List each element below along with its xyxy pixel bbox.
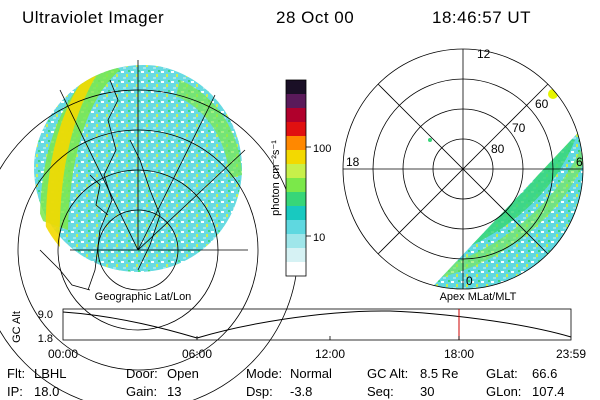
colorbar-segment (286, 94, 306, 109)
instrument-title: Ultraviolet Imager (22, 8, 165, 27)
mlt-label-12: 12 (477, 47, 491, 61)
colorbar-segment (286, 262, 306, 277)
lat-label-80: 80 (491, 142, 505, 156)
ip-value: 18.0 (34, 384, 60, 399)
colorbar (286, 80, 306, 277)
colorbar-segment (286, 150, 306, 165)
glat-key: GLat: (486, 366, 518, 381)
flt-value: LBHL (34, 366, 67, 381)
colorbar-segment (286, 108, 306, 123)
lat-label-60: 60 (535, 97, 549, 111)
mode-value: Normal (290, 366, 332, 381)
glon-value: 107.4 (532, 384, 565, 399)
colorbar-frame (285, 79, 307, 277)
altitude-xtick-2: 12:00 (315, 347, 345, 361)
right-map-caption: Apex MLat/MLT (440, 291, 517, 303)
ip-key: IP: (7, 384, 23, 399)
colorbar-segment (286, 178, 306, 193)
colorbar-tick-100: 100 (313, 143, 331, 155)
glon-key: GLon: (486, 384, 522, 399)
glat-value: 66.6 (532, 366, 558, 381)
magnetic-image (342, 48, 584, 290)
altitude-ylabel: GC Alt (11, 311, 23, 343)
gc-alt-key: GC Alt: (367, 366, 409, 381)
gc-alt-value: 8.5 Re (420, 366, 459, 381)
gain-value: 13 (167, 384, 182, 399)
mlt-label-6: 6 (576, 155, 583, 169)
left-map-caption: Geographic Lat/Lon (95, 291, 192, 303)
altitude-xtick-0: 00:00 (48, 347, 78, 361)
mode-key: Mode: (246, 366, 283, 381)
altitude-ytick-min: 1.8 (38, 333, 53, 345)
dsp-value: -3.8 (290, 384, 313, 399)
colorbar-segment (286, 80, 306, 95)
altitude-xtick-1: 06:00 (182, 347, 212, 361)
colorbar-segment (286, 192, 306, 207)
lat-label-70: 70 (512, 121, 526, 135)
dsp-key: Dsp: (246, 384, 273, 399)
colorbar-tick-10: 10 (313, 232, 325, 244)
time-label: 18:46:57 UT (432, 8, 532, 27)
door-key: Door: (126, 366, 158, 381)
colorbar-segment (286, 206, 306, 221)
altitude-ytick-max: 9.0 (38, 309, 53, 321)
colorbar-segment (286, 248, 306, 263)
altitude-xtick-3: 18:00 (444, 347, 474, 361)
door-value: Open (167, 366, 199, 381)
mlt-label-0: 0 (466, 274, 473, 288)
flt-key: Flt: (7, 366, 26, 381)
colorbar-unit-label: photon cm⁻²s⁻¹ (270, 140, 282, 216)
colorbar-segment (286, 234, 306, 249)
altitude-curve (62, 310, 572, 339)
seq-key: Seq: (367, 384, 394, 399)
colorbar-segment (286, 164, 306, 179)
geographic-image (0, 60, 299, 400)
gain-key: Gain: (126, 384, 158, 399)
colorbar-segment (286, 220, 306, 235)
date-label: 28 Oct 00 (276, 8, 355, 27)
mlt-label-18: 18 (346, 155, 360, 169)
colorbar-segment (286, 122, 306, 137)
colorbar-segment (286, 136, 306, 151)
seq-value: 30 (420, 384, 435, 399)
altitude-xtick-4: 23:59 (556, 347, 586, 361)
altitude-plot-frame (62, 308, 572, 341)
